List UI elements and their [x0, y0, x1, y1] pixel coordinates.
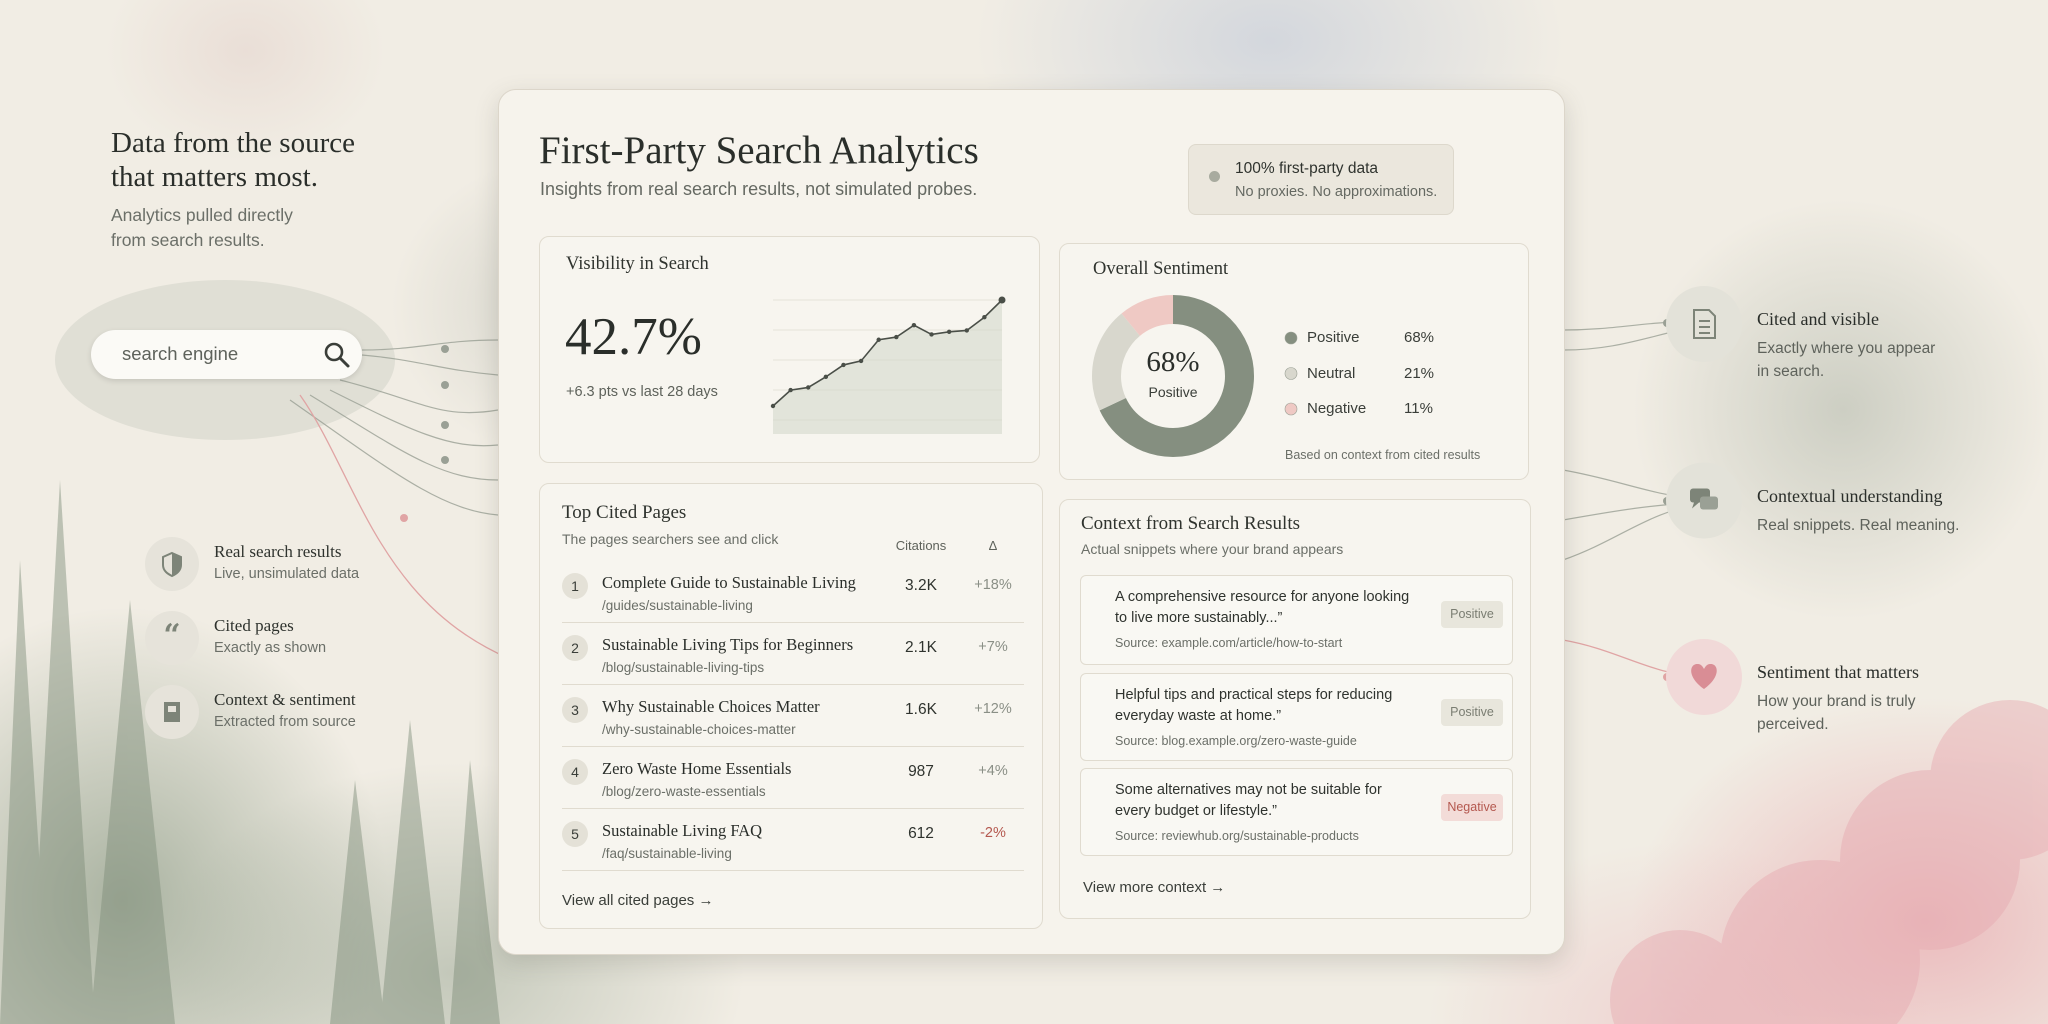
page-path: /blog/sustainable-living-tips — [602, 660, 765, 675]
column-header: Citations — [895, 538, 947, 553]
page-path: /guides/sustainable-living — [602, 598, 753, 613]
snippet-text: A comprehensive resource for anyone look… — [1115, 589, 1410, 605]
change: +7% — [978, 639, 1008, 655]
feature-title: Context & sentiment — [214, 690, 356, 709]
legend-value: 21% — [1404, 364, 1435, 382]
snippet-card — [1080, 673, 1513, 761]
legend-label: Positive — [1307, 329, 1360, 346]
page-title: Why Sustainable Choices Matter — [602, 697, 820, 716]
rank-badge: 5 — [562, 821, 588, 847]
snippet-source: Source: blog.example.org/zero-waste-guid… — [1115, 734, 1357, 748]
citations: 987 — [908, 763, 934, 780]
feature-title: Sentiment that matters — [1757, 662, 1919, 682]
donut-center-label: Positive — [1148, 384, 1198, 400]
badge: 100% first-party data No proxies. No app… — [1188, 144, 1454, 215]
page-title: Complete Guide to Sustainable Living — [602, 573, 856, 592]
snippet-text: Helpful tips and practical steps for red… — [1115, 687, 1393, 703]
page-title: Sustainable Living FAQ — [602, 821, 763, 840]
feature-subtitle: Real snippets. Real meaning. — [1757, 516, 1960, 534]
feature-title: Contextual understanding — [1757, 485, 1943, 506]
feature-subtitle: Exactly where you appear — [1757, 340, 1936, 357]
feature-title: Cited pages — [214, 616, 294, 635]
row-divider — [562, 684, 1024, 685]
feature-subtitle: in search. — [1757, 363, 1825, 380]
citations: 1.6K — [905, 701, 937, 718]
rank-badge: 1 — [562, 573, 588, 599]
snippet-text: every budget or lifestyle.” — [1115, 803, 1277, 819]
visibility-change: +6.3 pts vs last 28 days — [566, 384, 718, 400]
change: -2% — [980, 825, 1006, 841]
badge-title: 100% first-party data — [1235, 160, 1379, 177]
top-pages-card — [539, 483, 1043, 929]
feature-subtitle: Live, unsimulated data — [214, 566, 360, 582]
feature-title: Cited and visible — [1757, 309, 1879, 329]
row-divider — [562, 622, 1024, 623]
rank-badge: 2 — [562, 635, 588, 661]
search-placeholder: search engine — [122, 343, 239, 364]
badge-dot — [1209, 171, 1220, 182]
visibility-value: 42.7% — [565, 308, 702, 366]
left-title-line: Data from the source — [111, 127, 355, 159]
snippet-text: Some alternatives may not be suitable fo… — [1115, 782, 1382, 798]
view-all-link[interactable]: View all cited pages → — [562, 892, 714, 909]
change: +4% — [978, 763, 1008, 779]
snippet-source: Source: reviewhub.org/sustainable-produc… — [1115, 829, 1359, 843]
column-header: Δ — [988, 538, 998, 553]
page-path: /why-sustainable-choices-matter — [602, 722, 796, 737]
card-title: Top Cited Pages — [562, 502, 687, 523]
change: +18% — [974, 577, 1012, 593]
legend-value: 11% — [1404, 400, 1433, 417]
feature-subtitle: Exactly as shown — [214, 640, 327, 656]
row-divider — [562, 746, 1024, 747]
citations: 3.2K — [905, 577, 937, 594]
left-title-line: that matters most. — [111, 161, 318, 193]
page-title: Sustainable Living Tips for Beginners — [602, 635, 854, 654]
left-subtitle-line: from search results. — [111, 230, 265, 250]
sentiment-tag: Positive — [1441, 699, 1503, 726]
search-box[interactable]: search engine — [91, 330, 362, 379]
search-icon[interactable] — [322, 340, 352, 370]
rank-badge: 4 — [562, 759, 588, 785]
snippet-text: to live more sustainably...” — [1115, 610, 1283, 626]
card-subtitle: The pages searchers see and click — [562, 531, 779, 547]
legend-label: Neutral — [1307, 364, 1356, 382]
row-divider — [562, 808, 1024, 809]
sentiment-tag: Negative — [1441, 794, 1503, 821]
card-subtitle: Actual snippets where your brand appears — [1081, 541, 1344, 557]
feature-subtitle: How your brand is truly — [1757, 693, 1916, 710]
view-more-link[interactable]: View more context → — [1083, 879, 1226, 896]
card-title: Context from Search Results — [1081, 513, 1300, 534]
snippet-text: everyday waste at home.” — [1115, 708, 1282, 724]
left-subtitle-line: Analytics pulled directly — [111, 205, 293, 225]
feature-subtitle: perceived. — [1757, 716, 1829, 733]
page-path: /faq/sustainable-living — [602, 846, 732, 861]
sentiment-note: Based on context from cited results — [1285, 448, 1481, 462]
legend-value: 68% — [1404, 329, 1435, 346]
snippet-source: Source: example.com/article/how-to-start — [1115, 636, 1343, 650]
legend-label: Negative — [1307, 400, 1367, 417]
change: +12% — [974, 701, 1012, 717]
feature-subtitle: Extracted from source — [214, 714, 356, 730]
citations: 612 — [908, 825, 934, 842]
card-title: Overall Sentiment — [1093, 259, 1229, 279]
badge-subtitle: No proxies. No approximations. — [1235, 184, 1438, 200]
row-divider — [562, 870, 1024, 871]
citations: 2.1K — [905, 639, 937, 656]
snippet-card — [1080, 768, 1513, 856]
snippet-card — [1080, 575, 1513, 665]
dashboard-subtitle: Insights from real search results, not s… — [540, 179, 978, 199]
donut-center-value: 68% — [1146, 346, 1200, 378]
page-path: /blog/zero-waste-essentials — [602, 784, 766, 799]
card-title: Visibility in Search — [566, 254, 709, 274]
sentiment-tag: Positive — [1441, 601, 1503, 628]
dashboard-title: First-Party Search Analytics — [539, 129, 979, 172]
feature-title: Real search results — [214, 542, 342, 561]
page-title: Zero Waste Home Essentials — [602, 759, 792, 778]
rank-badge: 3 — [562, 697, 588, 723]
